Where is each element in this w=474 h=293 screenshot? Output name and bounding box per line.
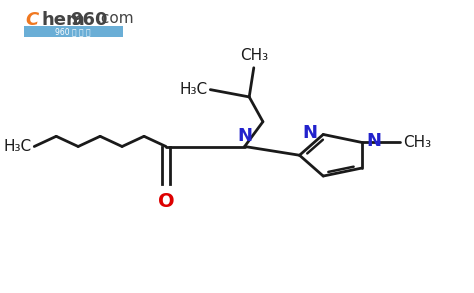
- Text: .com: .com: [96, 11, 134, 26]
- Text: N: N: [366, 132, 381, 150]
- Text: N: N: [303, 124, 318, 142]
- Text: H₃C: H₃C: [180, 82, 208, 97]
- Text: hem: hem: [41, 11, 85, 29]
- Text: 960 化 工 网: 960 化 工 网: [55, 27, 91, 36]
- Text: N: N: [237, 127, 252, 145]
- Text: CH₃: CH₃: [403, 135, 431, 150]
- FancyBboxPatch shape: [24, 26, 122, 37]
- Text: C: C: [25, 11, 38, 29]
- Text: 960: 960: [70, 11, 108, 29]
- Text: H₃C: H₃C: [4, 139, 32, 154]
- Text: O: O: [158, 192, 174, 211]
- Text: CH₃: CH₃: [240, 48, 268, 63]
